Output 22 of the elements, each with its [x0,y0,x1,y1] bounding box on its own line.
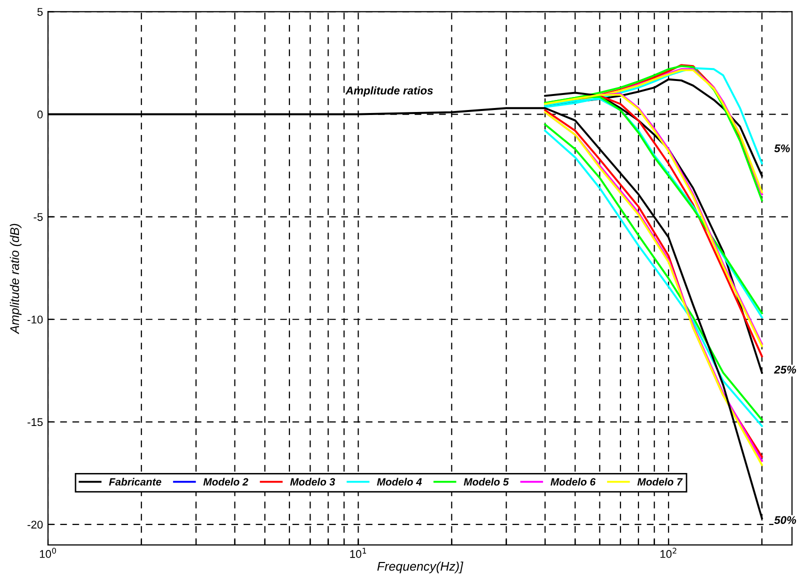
y-tick-label: -5 [34,213,43,221]
text: Amplitude ratios [345,86,433,97]
legend-label: Modelo 7 [637,478,683,486]
annotation: 25% [774,366,796,374]
x-tick-label: 10$^{0}$ [40,548,56,558]
y-tick-label: -20 [28,520,43,529]
x-tick-label: 10$^{1}$ [350,548,366,558]
legend-label: Modelo 4 [376,478,422,486]
legend-label: Fabricante [109,478,162,486]
y-axis-title: Amplitude ratio (dB) [10,224,22,334]
x-tick-label: 10$^{2}$ [660,548,676,558]
legend-label: Modelo 6 [550,478,596,486]
y-tick-label: 0 [37,110,43,118]
annotation: 5% [774,144,790,152]
legend-label: Modelo 5 [464,478,509,486]
legend-label: Modelo 2 [203,478,248,486]
x-axis-title: Frequency(Hz)] [377,562,464,574]
annotation: 50% [774,516,796,524]
legend-label: Modelo 3 [290,478,336,486]
y-tick-label: -10 [28,316,43,324]
y-tick-label: 5 [37,8,43,16]
y-tick-label: -15 [28,418,43,426]
